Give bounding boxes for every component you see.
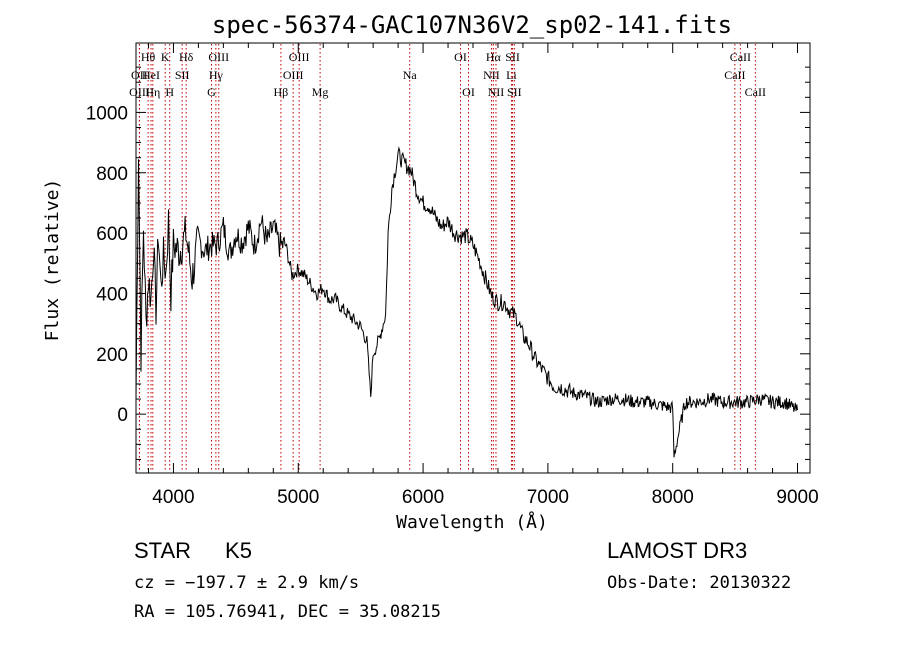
- subclass-label: K5: [225, 538, 252, 563]
- plot-frame: [135, 42, 811, 474]
- redshift-velocity: cz = −197.7 ± 2.9 km/s: [134, 573, 360, 593]
- y-tick-label: 0: [117, 405, 128, 426]
- line-label-20: NII: [483, 68, 500, 82]
- coordinates: RA = 105.76941, DEC = 35.08215: [134, 602, 442, 622]
- survey-label: LAMOST DR3: [607, 538, 748, 563]
- line-label-0: Hθ: [141, 50, 156, 64]
- line-label-11: G: [207, 85, 216, 99]
- line-label-25: CaII: [730, 50, 751, 64]
- x-axis-ticks: 4000 5000 6000 7000 8000 9000: [152, 43, 819, 508]
- spectrum-chart: spec-56374-GAC107N36V2_sp02-141.fits Hθ O…: [42, 11, 819, 533]
- line-label-3: HeI: [142, 68, 160, 82]
- line-label-9: OIII: [208, 50, 229, 64]
- line-label-15: Mg: [312, 85, 329, 99]
- y-tick-label: 400: [96, 284, 128, 305]
- line-label-10: Hγ: [209, 68, 224, 82]
- y-axis-label: Flux (relative): [42, 179, 63, 342]
- line-label-21: NII: [488, 85, 505, 99]
- line-label-22: SII: [505, 50, 520, 64]
- class-label: STAR: [134, 538, 192, 563]
- line-label-24: SII: [507, 85, 522, 99]
- x-tick-label: 5000: [277, 487, 319, 508]
- line-label-16: Na: [403, 68, 418, 82]
- line-label-14: Hβ: [274, 85, 289, 99]
- observation-date: Obs-Date: 20130322: [607, 573, 792, 593]
- line-label-23: Li: [506, 68, 517, 82]
- line-label-19: Hα: [486, 50, 502, 64]
- y-axis-ticks: 0 200 400 600 800 1000: [86, 103, 810, 426]
- line-label-6: SII: [175, 68, 190, 82]
- x-axis-label: Wavelength (Å): [396, 511, 548, 533]
- x-tick-label: 9000: [776, 487, 818, 508]
- y-tick-label: 200: [96, 345, 128, 366]
- x-tick-label: 8000: [652, 487, 694, 508]
- x-tick-label: 4000: [152, 487, 194, 508]
- line-label-8: Hδ: [179, 50, 194, 64]
- line-label-5: K: [161, 50, 170, 64]
- line-label-17: OI: [454, 50, 467, 64]
- line-label-27: CaII: [745, 85, 766, 99]
- line-label-2: OIII: [129, 85, 150, 99]
- y-tick-label: 1000: [86, 103, 128, 124]
- line-label-13: OIII: [283, 68, 304, 82]
- spectral-class: STAR K5: [134, 538, 252, 564]
- line-label-26: CaII: [724, 68, 745, 82]
- line-label-18: OI: [462, 85, 475, 99]
- x-tick-label: 6000: [402, 487, 444, 508]
- chart-title: spec-56374-GAC107N36V2_sp02-141.fits: [212, 11, 732, 39]
- line-label-4: Hη: [145, 85, 160, 99]
- y-tick-label: 600: [96, 224, 128, 245]
- spectrum-line: [135, 146, 798, 458]
- y-tick-label: 800: [96, 164, 128, 185]
- x-tick-label: 7000: [527, 487, 569, 508]
- line-label-7: H: [165, 85, 174, 99]
- line-label-1: OII: [131, 68, 148, 82]
- minor-ticks: [136, 43, 810, 473]
- line-label-12: OIII: [289, 50, 310, 64]
